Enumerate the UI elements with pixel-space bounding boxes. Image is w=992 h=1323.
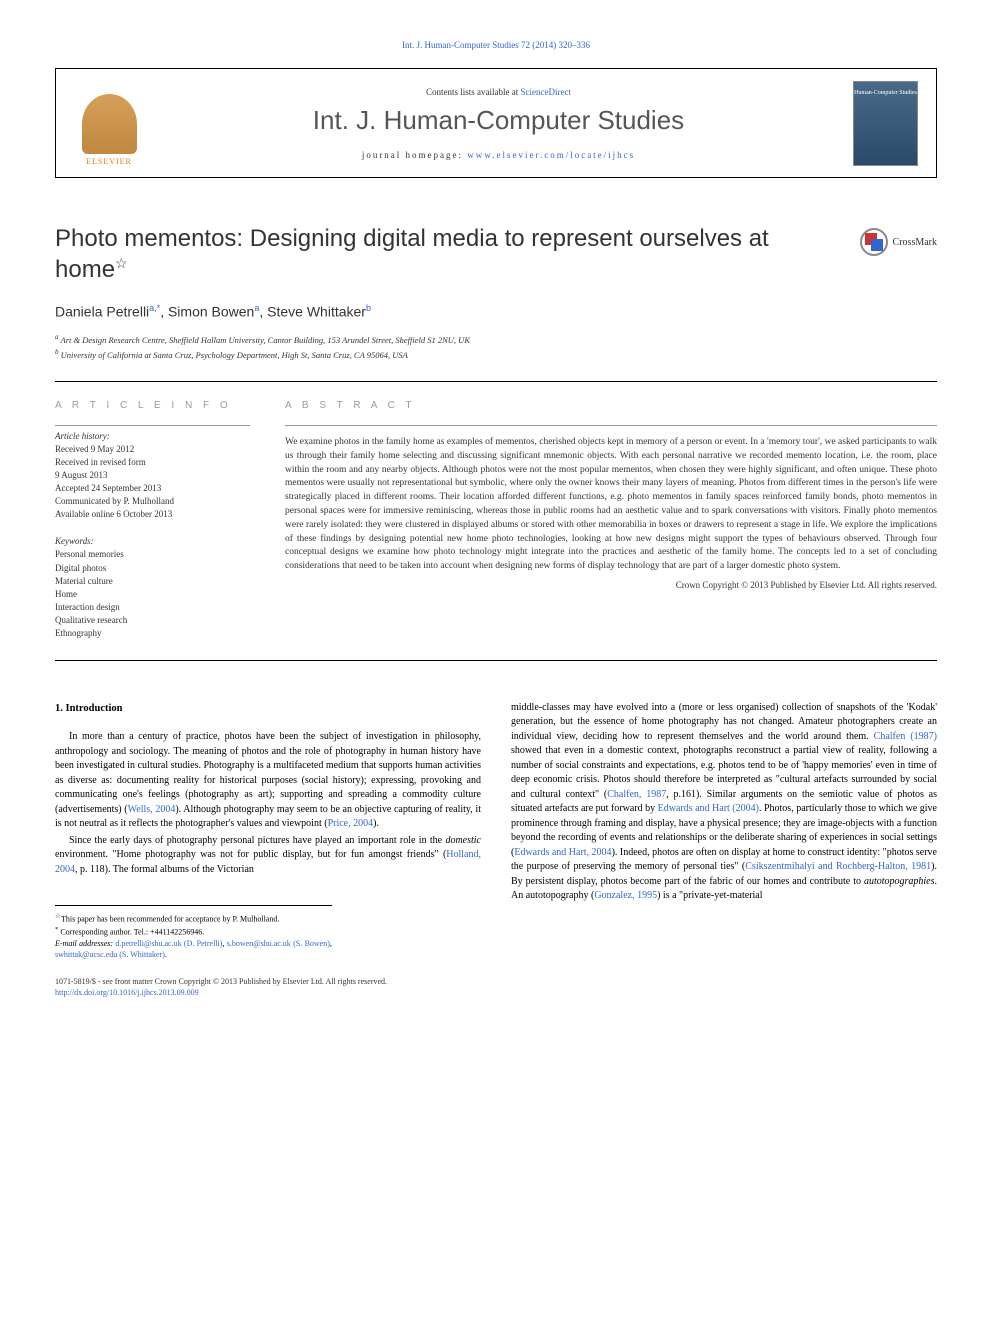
ref-wells-2004[interactable]: Wells, 2004 bbox=[128, 804, 176, 815]
authors-line: Daniela Petrellia,*, Simon Bowena, Steve… bbox=[55, 303, 937, 320]
author-1-affil-link[interactable]: a,* bbox=[149, 303, 160, 313]
para-1: In more than a century of practice, phot… bbox=[55, 730, 481, 832]
abstract-text: We examine photos in the family home as … bbox=[285, 436, 937, 574]
author-3: Steve Whittaker bbox=[267, 304, 366, 320]
keywords-text: Personal memories Digital photos Materia… bbox=[55, 548, 250, 639]
ref-price-2004[interactable]: Price, 2004 bbox=[328, 818, 374, 829]
article-info-column: A R T I C L E I N F O Article history: R… bbox=[55, 400, 250, 640]
author-3-sup: b bbox=[366, 303, 371, 313]
abstract-heading: A B S T R A C T bbox=[285, 400, 937, 411]
crossmark-text: CrossMark bbox=[893, 237, 937, 248]
footnote-2: * Corresponding author. Tel.: +441142256… bbox=[55, 925, 332, 938]
author-1: Daniela Petrelli bbox=[55, 304, 149, 320]
article-title: Photo mementos: Designing digital media … bbox=[55, 223, 840, 285]
body-column-left: 1. Introduction In more than a century o… bbox=[55, 701, 481, 960]
ref-chalfen-1987a[interactable]: Chalfen (1987) bbox=[874, 731, 937, 742]
ref-edwards-hart-2004b[interactable]: Edwards and Hart, 2004 bbox=[514, 847, 611, 858]
elsevier-text: ELSEVIER bbox=[86, 157, 132, 166]
ref-csik-1981[interactable]: Csikszentmihalyi and Rochberg-Halton, 19… bbox=[745, 861, 931, 872]
author-3-affil-link[interactable]: b bbox=[366, 303, 371, 313]
author-1-sup: a,* bbox=[149, 303, 160, 313]
homepage-line: journal homepage: www.elsevier.com/locat… bbox=[144, 150, 853, 160]
journal-header: ELSEVIER Contents lists available at Sci… bbox=[55, 68, 937, 178]
elsevier-tree-icon bbox=[82, 94, 137, 154]
affiliation-a: a Art & Design Research Centre, Sheffiel… bbox=[55, 332, 937, 347]
keywords-label: Keywords: bbox=[55, 536, 250, 546]
crossmark-badge[interactable]: CrossMark bbox=[860, 228, 937, 256]
doi-link[interactable]: http://dx.doi.org/10.1016/j.ijhcs.2013.0… bbox=[55, 988, 199, 997]
ref-edwards-hart-2004a[interactable]: Edwards and Hart (2004) bbox=[658, 803, 759, 814]
footnote-1: ☆This paper has been recommended for acc… bbox=[55, 912, 332, 925]
body-columns: 1. Introduction In more than a century o… bbox=[55, 701, 937, 960]
ref-chalfen-1987b[interactable]: Chalfen, 1987 bbox=[607, 789, 666, 800]
affiliation-b: b University of California at Santa Cruz… bbox=[55, 347, 937, 362]
article-info-heading: A R T I C L E I N F O bbox=[55, 400, 250, 411]
footer: 1071-5819/$ - see front matter Crown Cop… bbox=[55, 976, 937, 998]
divider-top bbox=[55, 381, 937, 382]
footnote-emails: E-mail addresses: d.petrelli@shu.ac.uk (… bbox=[55, 938, 332, 960]
elsevier-logo: ELSEVIER bbox=[74, 81, 144, 166]
author-2-affil-link[interactable]: a bbox=[254, 303, 259, 313]
history-label: Article history: bbox=[55, 431, 250, 441]
para-2: Since the early days of photography pers… bbox=[55, 834, 481, 878]
top-citation: Int. J. Human-Computer Studies 72 (2014)… bbox=[55, 40, 937, 50]
affiliations: a Art & Design Research Centre, Sheffiel… bbox=[55, 332, 937, 361]
history-text: Received 9 May 2012 Received in revised … bbox=[55, 443, 250, 521]
journal-cover-icon: Human-Computer Studies bbox=[853, 81, 918, 166]
ref-gonzalez-1995[interactable]: Gonzalez, 1995 bbox=[594, 890, 657, 901]
footer-copyright: 1071-5819/$ - see front matter Crown Cop… bbox=[55, 976, 937, 987]
section-title: Introduction bbox=[66, 703, 123, 714]
crossmark-icon bbox=[860, 228, 888, 256]
email-bowen[interactable]: s.bowen@shu.ac.uk (S. Bowen) bbox=[227, 939, 330, 948]
divider-mid bbox=[55, 660, 937, 661]
email-petrelli[interactable]: d.petrelli@shu.ac.uk (D. Petrelli) bbox=[115, 939, 222, 948]
contents-prefix: Contents lists available at bbox=[426, 87, 520, 97]
homepage-prefix: journal homepage: bbox=[362, 150, 467, 160]
top-citation-link[interactable]: Int. J. Human-Computer Studies 72 (2014)… bbox=[402, 40, 590, 50]
contents-line: Contents lists available at ScienceDirec… bbox=[144, 87, 853, 97]
author-2-sup: a bbox=[254, 303, 259, 313]
journal-name: Int. J. Human-Computer Studies bbox=[144, 105, 853, 136]
abstract-column: A B S T R A C T We examine photos in the… bbox=[285, 400, 937, 640]
journal-cover-text: Human-Computer Studies bbox=[854, 90, 917, 97]
abstract-divider bbox=[285, 425, 937, 426]
title-text: Photo mementos: Designing digital media … bbox=[55, 225, 769, 283]
abstract-copyright: Crown Copyright © 2013 Published by Else… bbox=[285, 580, 937, 590]
title-star: ☆ bbox=[115, 255, 128, 271]
email-whittaker[interactable]: swhittak@ucsc.edu (S. Whittaker) bbox=[55, 950, 165, 959]
homepage-link[interactable]: www.elsevier.com/locate/ijhcs bbox=[467, 150, 635, 160]
body-column-right: middle-classes may have evolved into a (… bbox=[511, 701, 937, 960]
para-3: middle-classes may have evolved into a (… bbox=[511, 701, 937, 904]
author-2: Simon Bowen bbox=[168, 304, 254, 320]
section-number: 1. bbox=[55, 703, 63, 714]
sciencedirect-link[interactable]: ScienceDirect bbox=[521, 87, 571, 97]
section-heading: 1. Introduction bbox=[55, 701, 481, 716]
footnotes: ☆This paper has been recommended for acc… bbox=[55, 905, 332, 960]
